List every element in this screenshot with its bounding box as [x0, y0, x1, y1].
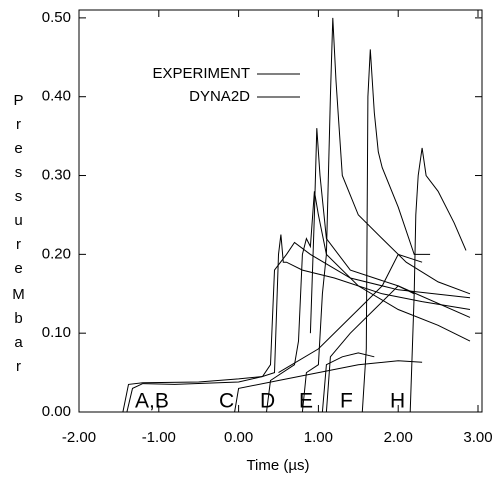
curve — [301, 17, 471, 413]
x-tick-label: 3.00 — [463, 429, 492, 446]
x-axis-label: Time (µs) — [246, 457, 309, 474]
annotation: E — [299, 390, 313, 413]
plot-frame — [78, 9, 483, 413]
x-tick-label: 2.00 — [384, 429, 413, 446]
curve — [126, 241, 471, 413]
curve — [361, 49, 431, 413]
y-tick-label: 0.30 — [42, 166, 71, 183]
x-tick-label: 1.00 — [304, 429, 333, 446]
x-tick-label: 0.00 — [224, 429, 253, 446]
y-axis-unit: Mbar — [10, 286, 27, 382]
y-tick-label: 0.00 — [42, 403, 71, 420]
annotation: F — [340, 390, 353, 413]
curve — [409, 147, 467, 413]
annotation: H — [390, 390, 405, 413]
annotation: A,B — [135, 390, 169, 413]
legend-label: EXPERIMENT — [152, 65, 250, 82]
x-tick-label: -1.00 — [142, 429, 176, 446]
legend-label: DYNA2D — [189, 88, 250, 105]
curve — [309, 128, 471, 334]
y-tick-label: 0.40 — [42, 88, 71, 105]
curve — [278, 253, 423, 374]
curve — [234, 360, 423, 413]
y-tick-label: 0.50 — [42, 9, 71, 26]
x-tick-label: -2.00 — [62, 429, 96, 446]
y-axis-label: Pressure — [10, 92, 27, 284]
y-tick-label: 0.10 — [42, 324, 71, 341]
curve — [321, 352, 375, 413]
annotation: D — [260, 390, 275, 413]
curve — [266, 191, 471, 413]
y-tick-label: 0.20 — [42, 245, 71, 262]
annotation: C — [219, 390, 234, 413]
curve — [101, 234, 471, 413]
